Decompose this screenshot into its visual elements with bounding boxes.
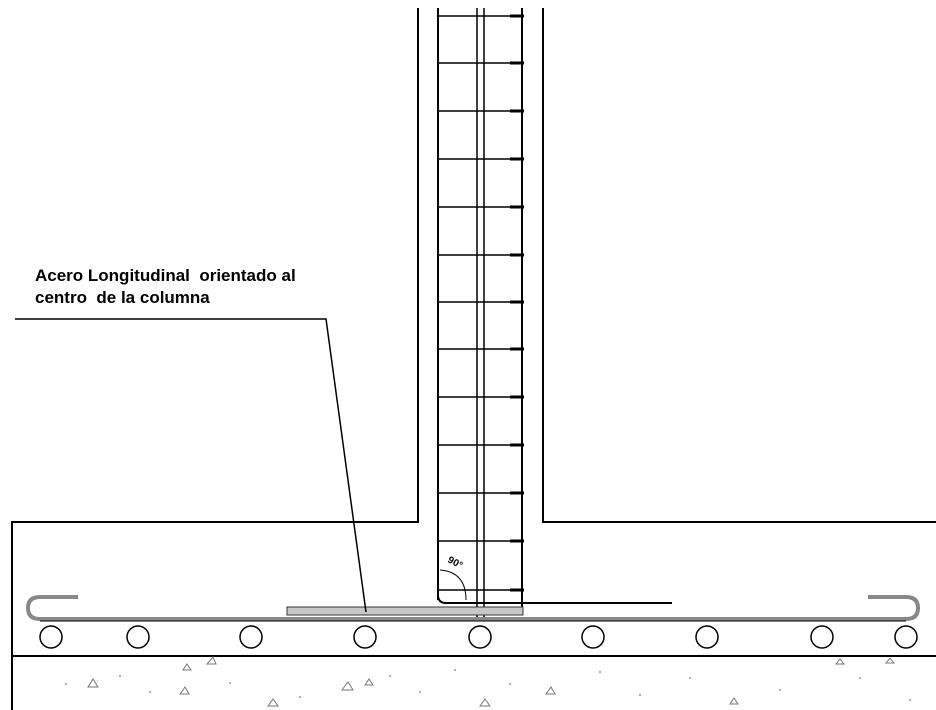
column-right-edge	[542, 8, 936, 523]
leader-line	[15, 318, 367, 613]
footing-bar-right-hook	[868, 595, 921, 621]
column-bar-bent-leg	[437, 594, 672, 604]
angle-arc	[439, 569, 467, 601]
transverse-bars	[39, 625, 918, 649]
footing-bar-left-hook	[25, 595, 78, 621]
lap-bar	[286, 606, 524, 616]
column-left-edge	[11, 8, 419, 710]
angle-label: 90°	[446, 555, 465, 572]
annotation-line-1: Acero Longitudinal orientado al	[35, 266, 296, 285]
column-stirrups	[438, 15, 522, 591]
stirrup-hooks	[510, 14, 524, 592]
aggregate-pattern	[87, 656, 896, 707]
aggregate-dots	[65, 669, 911, 701]
annotation-line-2: centro de la columna	[35, 288, 210, 307]
